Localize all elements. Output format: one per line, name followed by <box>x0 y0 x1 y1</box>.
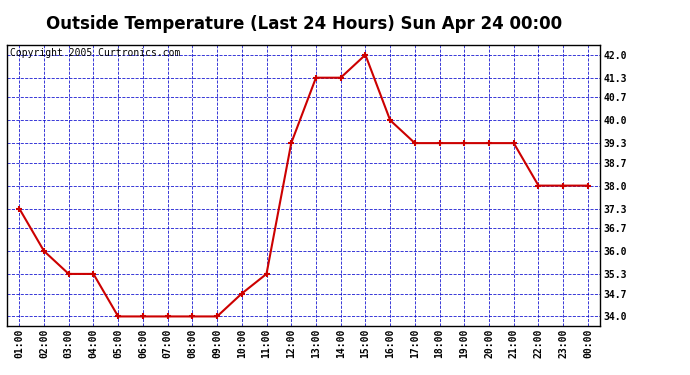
Text: Copyright 2005 Curtronics.com: Copyright 2005 Curtronics.com <box>10 48 180 58</box>
Text: Outside Temperature (Last 24 Hours) Sun Apr 24 00:00: Outside Temperature (Last 24 Hours) Sun … <box>46 15 562 33</box>
